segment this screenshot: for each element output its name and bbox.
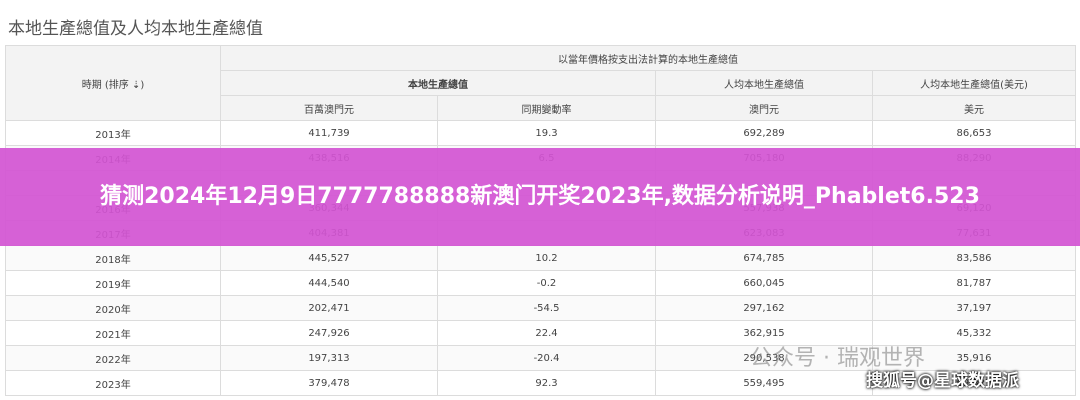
- table-cell: 2023年: [5, 370, 221, 396]
- table-cell: 22.4: [437, 320, 656, 346]
- table-row: 2019年 444,540 -0.2 660,045 81,787: [5, 270, 1076, 296]
- table-cell: 559,495: [655, 370, 873, 396]
- table-row: 2023年 379,478 92.3 559,495 69,327: [5, 370, 1076, 396]
- table-cell: 411,739: [220, 120, 438, 146]
- unit-header: 澳門元: [655, 95, 873, 121]
- table-cell: -0.2: [437, 270, 656, 296]
- table-cell: 290,538: [655, 345, 873, 371]
- table-cell: 379,478: [220, 370, 438, 396]
- unit-header: 美元: [872, 95, 1076, 121]
- unit-header: 同期變動率: [437, 95, 656, 121]
- page-title: 本地生產總值及人均本地生產總值: [8, 19, 263, 39]
- table-cell: 19.3: [437, 120, 656, 146]
- table-cell: 2021年: [5, 320, 221, 346]
- table-cell: 10.2: [437, 245, 656, 271]
- table-cell: 674,785: [655, 245, 873, 271]
- table-cell: -54.5: [437, 295, 656, 321]
- table-cell: 445,527: [220, 245, 438, 271]
- table-cell: 444,540: [220, 270, 438, 296]
- table-cell: 81,787: [872, 270, 1076, 296]
- table-row: 2018年 445,527 10.2 674,785 83,586: [5, 245, 1076, 271]
- table-cell: 660,045: [655, 270, 873, 296]
- table-row: 2013年 411,739 19.3 692,289 86,653: [5, 120, 1076, 146]
- table-row: 2022年 197,313 -20.4 290,538 35,916: [5, 345, 1076, 371]
- group-header: 以當年價格按支出法計算的本地生產總值: [220, 45, 1076, 71]
- table-cell: 37,197: [872, 295, 1076, 321]
- banner-text: 猜测2024年12月9日7777788888新澳门开奖2023年,数据分析说明_…: [100, 184, 980, 209]
- table-cell: 197,313: [220, 345, 438, 371]
- watermark: 搜狐号@星球数据派: [866, 371, 1019, 391]
- table-cell: 2013年: [5, 120, 221, 146]
- sub-header: 本地生產總值: [220, 70, 656, 96]
- table-cell: 247,926: [220, 320, 438, 346]
- table-cell: 362,915: [655, 320, 873, 346]
- table-cell: 69,327: [872, 370, 1076, 396]
- table-cell: 2018年: [5, 245, 221, 271]
- table-cell: 92.3: [437, 370, 656, 396]
- table-row: 2020年 202,471 -54.5 297,162 37,197: [5, 295, 1076, 321]
- banner: 猜测2024年12月9日7777788888新澳门开奖2023年,数据分析说明_…: [0, 148, 1080, 246]
- sub-header: 人均本地生產總值: [655, 70, 873, 96]
- table-cell: 35,916: [872, 345, 1076, 371]
- table-cell: 692,289: [655, 120, 873, 146]
- table-cell: 2022年: [5, 345, 221, 371]
- period-header[interactable]: 時期 (排序 ⇣): [5, 45, 221, 121]
- table-cell: 2020年: [5, 295, 221, 321]
- table-cell: 202,471: [220, 295, 438, 321]
- sub-header: 人均本地生產總值(美元): [872, 70, 1076, 96]
- table-cell: 2019年: [5, 270, 221, 296]
- table-cell: -20.4: [437, 345, 656, 371]
- table-cell: 86,653: [872, 120, 1076, 146]
- unit-header: 百萬澳門元: [220, 95, 438, 121]
- table-cell: 83,586: [872, 245, 1076, 271]
- table-cell: 297,162: [655, 295, 873, 321]
- watermark: 公众号 · 瑞观世界: [750, 346, 925, 371]
